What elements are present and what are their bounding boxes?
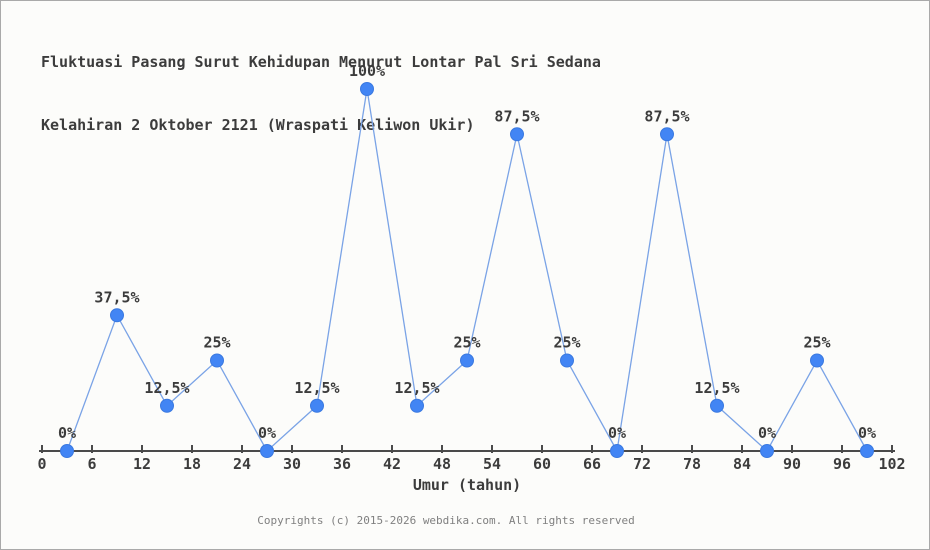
x-axis-tick-label: 18 [183, 455, 201, 473]
data-point-marker [860, 444, 874, 458]
x-axis-tick-label: 102 [878, 455, 905, 473]
data-point-marker [660, 127, 674, 142]
copyright-footer: Copyrights (c) 2015-2026 webdika.com. Al… [257, 514, 635, 527]
data-point-marker [310, 398, 324, 413]
data-point-marker [210, 353, 224, 368]
x-axis-tick-label: 42 [383, 455, 401, 473]
data-point-label: 100% [349, 62, 385, 80]
data-point-marker [110, 308, 124, 323]
data-point-label: 0% [858, 424, 876, 442]
data-point-label: 25% [803, 334, 830, 352]
data-point-marker [60, 444, 74, 458]
data-point-marker [760, 444, 774, 458]
data-point-marker [560, 353, 574, 368]
data-point-label: 0% [758, 424, 776, 442]
x-axis-tick-label: 36 [333, 455, 351, 473]
data-point-label: 87,5% [494, 107, 539, 125]
x-axis-tick-label: 0 [37, 455, 46, 473]
chart-title-line1: Fluktuasi Pasang Surut Kehidupan Menurut… [41, 53, 601, 71]
x-axis-tick-label: 54 [483, 455, 501, 473]
x-axis-tick-label: 6 [87, 455, 96, 473]
x-axis-tick-label: 12 [133, 455, 151, 473]
x-axis-tick-label: 66 [583, 455, 601, 473]
data-point-marker [460, 353, 474, 368]
data-point-label: 12,5% [694, 379, 739, 397]
data-point-marker [160, 398, 174, 413]
data-point-label: 12,5% [144, 379, 189, 397]
data-point-label: 25% [553, 334, 580, 352]
data-point-label: 25% [453, 334, 480, 352]
data-point-label: 87,5% [644, 107, 689, 125]
x-axis-tick-label: 48 [433, 455, 451, 473]
x-axis-tick-label: 60 [533, 455, 551, 473]
data-point-label: 12,5% [394, 379, 439, 397]
data-point-marker [410, 398, 424, 413]
x-axis-tick-label: 96 [833, 455, 851, 473]
x-axis-tick-label: 24 [233, 455, 251, 473]
data-point-marker [810, 353, 824, 368]
x-axis-tick-label: 72 [633, 455, 651, 473]
data-point-label: 37,5% [94, 288, 139, 306]
data-point-marker [260, 444, 274, 458]
data-point-label: 0% [58, 424, 76, 442]
chart-title: Fluktuasi Pasang Surut Kehidupan Menurut… [41, 10, 601, 157]
data-point-marker [710, 398, 724, 413]
data-point-marker [360, 82, 374, 96]
x-axis-title: Umur (tahun) [413, 476, 521, 494]
x-axis-tick-label: 30 [283, 455, 301, 473]
x-axis-tick-label: 78 [683, 455, 701, 473]
x-axis-tick-label: 84 [733, 455, 751, 473]
data-point-marker [510, 127, 524, 142]
data-point-label: 12,5% [294, 379, 339, 397]
x-axis-tick-label: 90 [783, 455, 801, 473]
data-point-label: 0% [258, 424, 276, 442]
data-point-marker [610, 444, 624, 458]
data-point-label: 0% [608, 424, 626, 442]
data-point-label: 25% [203, 334, 230, 352]
